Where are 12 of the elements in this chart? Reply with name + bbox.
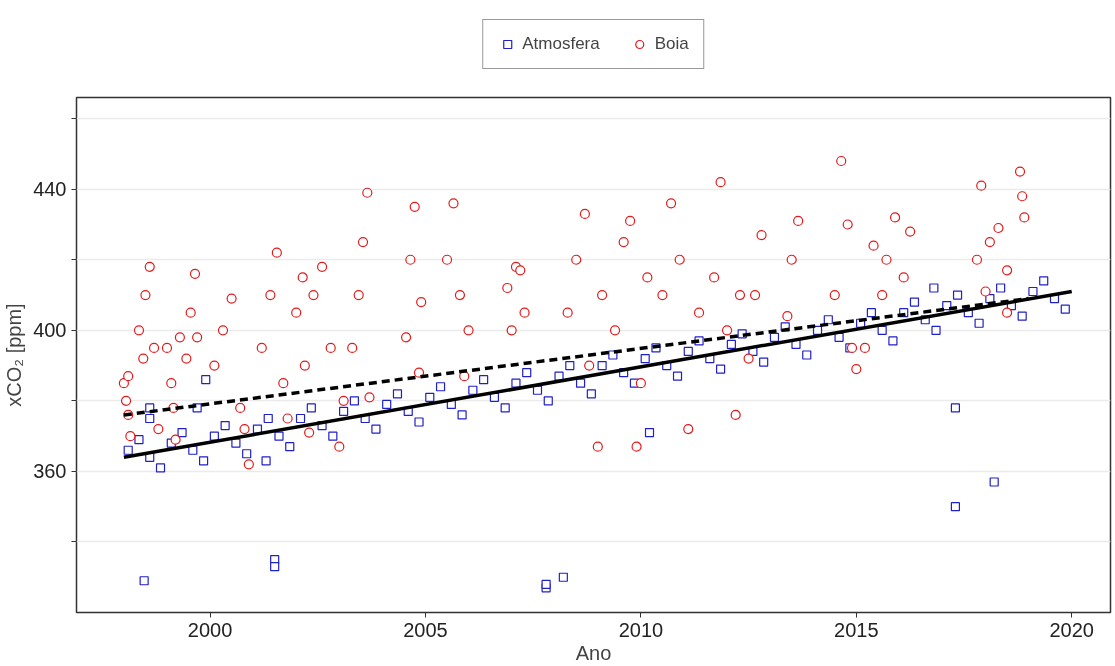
y-tick-label: 400 bbox=[33, 319, 67, 342]
legend-label: Boia bbox=[654, 33, 689, 54]
x-tick-label: 2020 bbox=[1049, 618, 1094, 641]
legend-label: Atmosfera bbox=[522, 33, 600, 54]
y-tick-label: 360 bbox=[33, 460, 67, 483]
x-tick-label: 2000 bbox=[187, 618, 233, 641]
y-axis-title: xCO₂ [ppm] bbox=[3, 303, 26, 407]
x-axis-title: Ano bbox=[575, 641, 612, 664]
y-tick-label: 440 bbox=[33, 178, 67, 201]
x-tick-label: 2005 bbox=[403, 618, 448, 641]
x-tick-label: 2015 bbox=[834, 618, 879, 641]
x-tick-label: 2010 bbox=[618, 618, 664, 641]
